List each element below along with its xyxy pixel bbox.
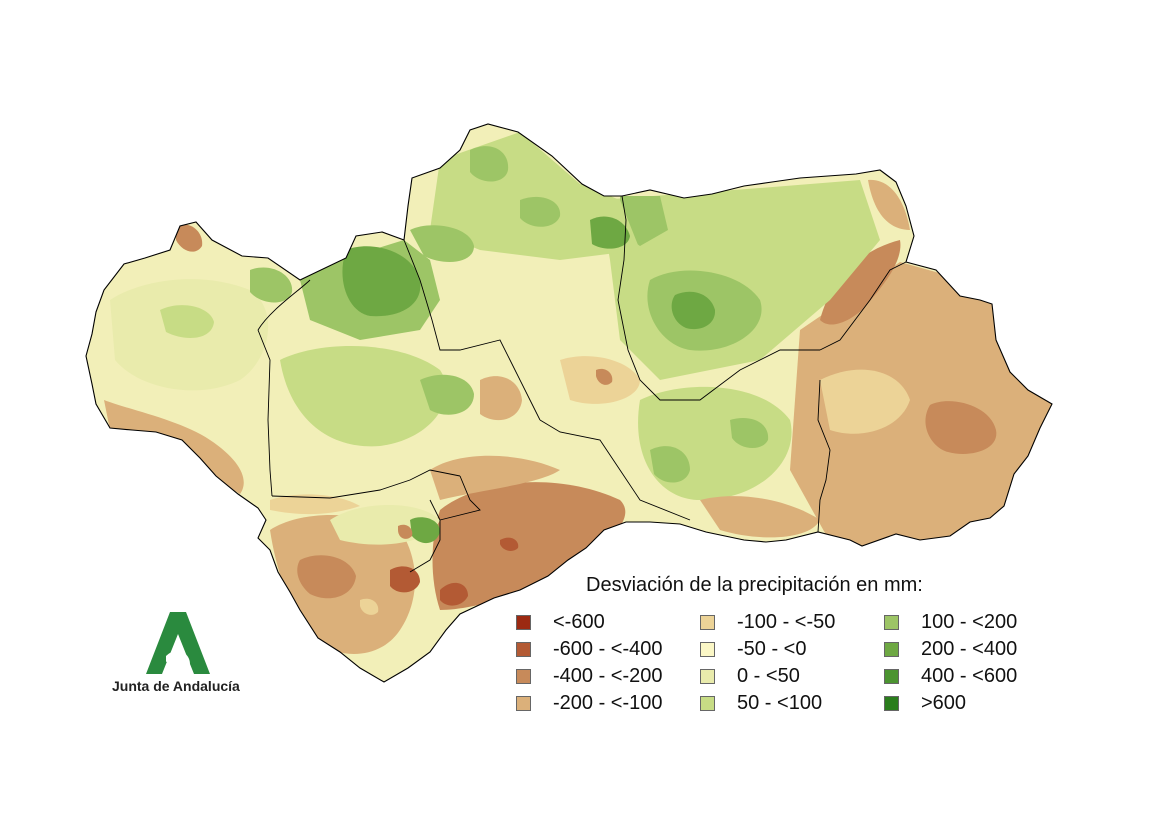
legend-item: -100 - <-50: [700, 610, 836, 633]
legend-label: -600 - <-400: [553, 637, 663, 660]
legend-item: 400 - <600: [884, 664, 1018, 687]
legend-item: 0 - <50: [700, 664, 800, 687]
junta-andalucia-logo: Junta de Andalucía: [112, 612, 257, 694]
legend-swatch: [516, 614, 531, 630]
legend-label: -100 - <-50: [737, 610, 836, 633]
legend-label: -200 - <-100: [553, 691, 663, 714]
legend-swatch: [516, 641, 531, 657]
logo-text: Junta de Andalucía: [112, 678, 240, 694]
legend-label: >600: [921, 691, 967, 714]
legend-label: -50 - <0: [737, 637, 807, 660]
andalucia-outline: [85, 123, 1053, 683]
legend-item: -600 - <-400: [516, 637, 663, 660]
legend-item: -200 - <-100: [516, 691, 663, 714]
legend-item: -400 - <-200: [516, 664, 663, 687]
legend-item: -50 - <0: [700, 637, 807, 660]
junta-andalucia-a-logo-icon: [146, 612, 210, 674]
legend-item: <-600: [516, 610, 605, 633]
legend-swatch: [700, 614, 715, 630]
legend-label: -400 - <-200: [553, 664, 663, 687]
legend-swatch: [884, 614, 899, 630]
legend-item: >600: [884, 691, 967, 714]
legend-label: <-600: [553, 610, 605, 633]
legend-swatch: [516, 668, 531, 684]
legend-swatch: [516, 695, 531, 711]
legend-item: 100 - <200: [884, 610, 1018, 633]
legend-swatch: [884, 641, 899, 657]
legend-item: 50 - <100: [700, 691, 823, 714]
legend-swatch: [884, 668, 899, 684]
legend-swatch: [884, 695, 899, 711]
legend-title: Desviación de la precipitación en mm:: [586, 574, 923, 596]
legend-label: 100 - <200: [921, 610, 1018, 633]
legend-label: 50 - <100: [737, 691, 823, 714]
legend-swatch: [700, 695, 715, 711]
legend-label: 400 - <600: [921, 664, 1018, 687]
legend-swatch: [700, 668, 715, 684]
legend-swatch: [700, 641, 715, 657]
legend-label: 200 - <400: [921, 637, 1018, 660]
legend-item: 200 - <400: [884, 637, 1018, 660]
legend-label: 0 - <50: [737, 664, 800, 687]
